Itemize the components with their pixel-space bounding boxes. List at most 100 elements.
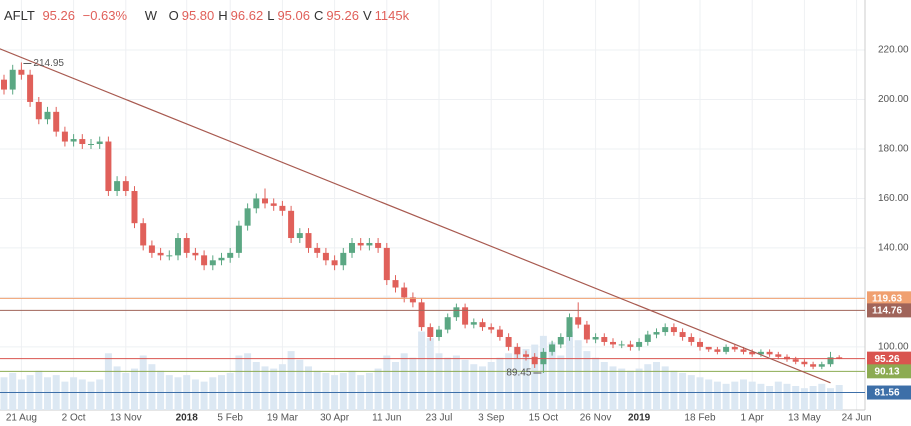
candle-body bbox=[679, 332, 686, 338]
volume-bar bbox=[644, 364, 652, 410]
candle-body bbox=[114, 181, 121, 192]
field-key: V bbox=[362, 8, 372, 23]
candle-body bbox=[723, 346, 730, 352]
level-label-bg bbox=[867, 291, 911, 306]
volume-bar bbox=[278, 364, 286, 410]
volume-bar bbox=[96, 379, 104, 410]
volume-bar bbox=[244, 353, 252, 410]
volume-bar bbox=[513, 346, 521, 410]
x-tick-label: 2 Oct bbox=[62, 413, 86, 424]
y-tick-label: 180.00 bbox=[878, 144, 909, 155]
volume-bar bbox=[548, 342, 556, 410]
candle-body bbox=[183, 238, 190, 253]
candle-body bbox=[1, 79, 7, 90]
volume-bar bbox=[522, 348, 530, 410]
volume-bar bbox=[731, 381, 739, 410]
candle-body bbox=[314, 247, 321, 253]
field-value: 95.26 bbox=[326, 8, 359, 23]
candle-body bbox=[392, 280, 399, 288]
symbol: AFLT bbox=[4, 8, 35, 23]
level-label-bg bbox=[867, 303, 911, 318]
level-label: 95.26 bbox=[874, 354, 899, 365]
volume-bar bbox=[426, 338, 434, 410]
x-tick-label: 1 Apr bbox=[741, 413, 765, 424]
volume-bar bbox=[148, 364, 156, 410]
level-label: 119.63 bbox=[872, 293, 902, 304]
volume-bar bbox=[174, 377, 182, 410]
candle-body bbox=[375, 242, 382, 248]
level-label-bg bbox=[867, 364, 911, 379]
x-tick-label: 18 Feb bbox=[684, 413, 716, 424]
volume-bar bbox=[774, 381, 782, 410]
field-key: C bbox=[314, 8, 324, 23]
candle-body bbox=[610, 341, 616, 345]
level-label: 114.76 bbox=[872, 306, 902, 317]
volume-bar bbox=[400, 353, 408, 410]
volume-bar bbox=[191, 379, 199, 410]
interval: W bbox=[144, 8, 157, 23]
candle-body bbox=[157, 252, 164, 256]
candle-body bbox=[784, 356, 790, 360]
volume-bar bbox=[496, 357, 504, 410]
x-tick-label: 13 Nov bbox=[110, 413, 142, 424]
volume-bar bbox=[722, 383, 730, 410]
volume-bar bbox=[531, 344, 539, 410]
volume-bar bbox=[696, 377, 704, 410]
volume-bar bbox=[574, 340, 582, 410]
field-value: 96.62 bbox=[230, 8, 264, 23]
candle-body bbox=[18, 69, 25, 75]
candle-body bbox=[583, 324, 590, 340]
volume-bar bbox=[305, 366, 312, 410]
candle-body bbox=[88, 144, 94, 146]
field-value: 95.06 bbox=[277, 8, 310, 23]
volume-bar bbox=[835, 385, 843, 410]
candle-body bbox=[810, 364, 817, 367]
y-tick-label: 100.00 bbox=[878, 342, 909, 353]
volume-bar bbox=[374, 368, 382, 410]
volume-bar bbox=[635, 368, 643, 410]
candle-body bbox=[235, 225, 242, 253]
volume-bar bbox=[122, 372, 130, 410]
volume-bar bbox=[505, 353, 513, 410]
volume-bar bbox=[435, 353, 443, 410]
volume-bar bbox=[783, 383, 791, 410]
x-tick-label: 30 Apr bbox=[320, 413, 350, 424]
x-tick-label: 13 May bbox=[788, 413, 821, 424]
candle-body bbox=[96, 141, 103, 145]
volume-bar bbox=[409, 357, 417, 410]
candle-body bbox=[627, 344, 634, 347]
candle-body bbox=[148, 245, 155, 253]
volume-bar bbox=[139, 355, 147, 410]
x-tick-label: 15 Oct bbox=[529, 413, 559, 424]
volume-bar bbox=[792, 386, 800, 410]
volume-bar bbox=[44, 377, 51, 410]
volume-bar bbox=[157, 370, 165, 410]
candle-body bbox=[470, 322, 477, 325]
candle-body bbox=[209, 260, 216, 266]
candle-body bbox=[514, 346, 521, 355]
x-tick-label: 11 Jun bbox=[372, 413, 401, 424]
candle-body bbox=[618, 344, 625, 346]
volume-bar bbox=[557, 355, 565, 410]
volume-bar bbox=[131, 368, 138, 410]
candle-body bbox=[418, 302, 425, 328]
trend-line bbox=[0, 48, 831, 384]
candle-body bbox=[27, 74, 34, 102]
x-tick-label: 5 Feb bbox=[217, 413, 243, 424]
candle-body bbox=[322, 252, 329, 261]
level-label: 90.13 bbox=[874, 366, 899, 377]
volume-bar bbox=[766, 386, 774, 410]
volume-bar bbox=[252, 362, 260, 410]
candle-body bbox=[592, 337, 599, 340]
volume-bar bbox=[670, 370, 678, 410]
volume-bar bbox=[209, 377, 217, 410]
header: AFLT 95.26 −0.63% W O 95.80 H 96.62 L 95.06 C 9… bbox=[4, 8, 413, 23]
change: −0.63% bbox=[82, 8, 128, 23]
candle-body bbox=[436, 329, 442, 338]
volume-bar bbox=[17, 379, 25, 410]
candle-body bbox=[653, 332, 660, 335]
volume-bar bbox=[61, 381, 69, 410]
candle-body bbox=[270, 203, 277, 206]
volume-bar bbox=[487, 362, 495, 410]
